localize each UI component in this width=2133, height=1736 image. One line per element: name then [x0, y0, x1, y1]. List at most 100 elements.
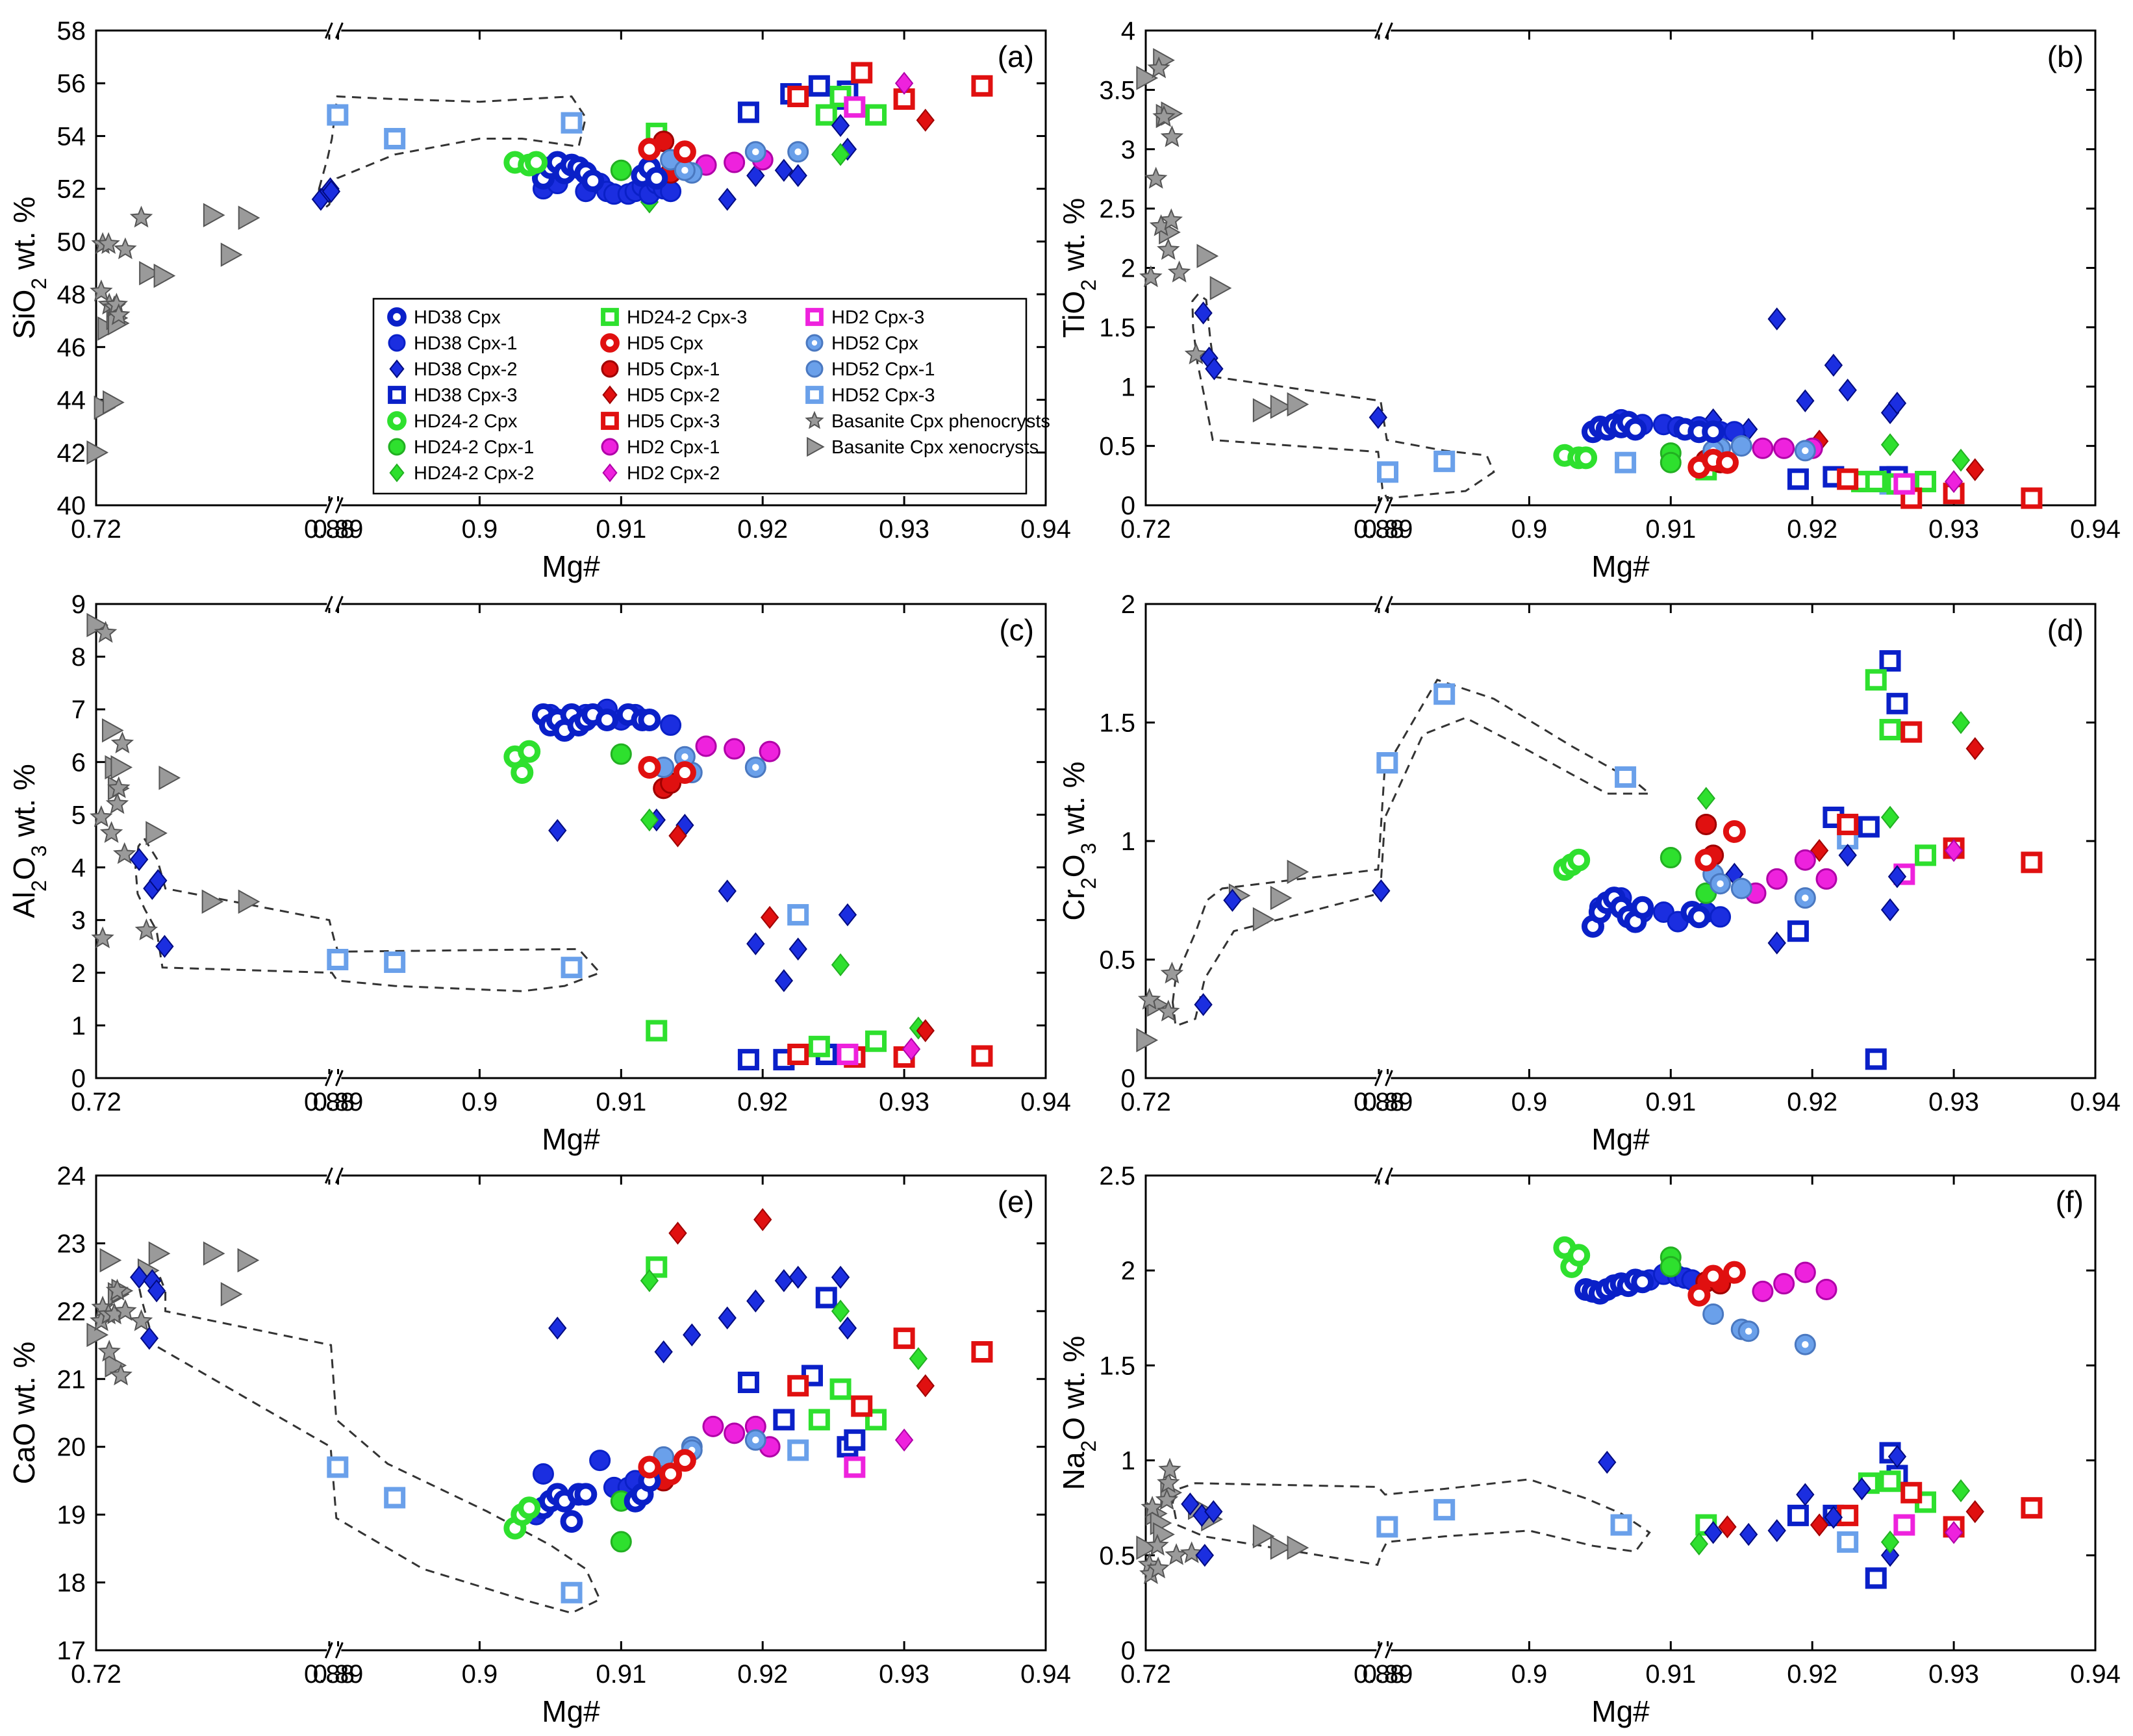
point-hd24-cpx3 — [808, 1409, 830, 1431]
point-hd2-cpx3 — [837, 1044, 859, 1065]
legend-marker-hd52-cpx-center — [811, 340, 818, 346]
y-tick-label: 1.5 — [1099, 314, 1135, 342]
point-hd5-cpx3 — [1900, 721, 1923, 743]
legend: HD38 Cpx HD38 Cpx-1 HD38 Cpx-2 HD38 Cpx-3 HD… — [372, 297, 1050, 495]
x-tick-label: 0.88 — [304, 515, 355, 544]
y-axis-title: Al2O3 wt. % — [7, 764, 51, 918]
point-hd2-cpx1 — [1773, 437, 1795, 459]
y-tick-label: 5 — [71, 801, 86, 829]
y-axis-title: Cr2O3 wt. % — [1057, 761, 1100, 920]
point-bas-phen — [107, 303, 131, 325]
point-bas-xeno — [237, 1248, 260, 1273]
point-hd24-cpx2 — [640, 808, 659, 832]
point-hd52-cpx3 — [1837, 1531, 1859, 1553]
point-hd52-cpx3 — [561, 1581, 583, 1604]
xenocryst-field-envelope — [1171, 678, 1652, 1027]
point-hd38-cpx — [574, 1483, 598, 1506]
point-hd52-cpx1 — [1730, 877, 1752, 899]
point-hd38-cpx2 — [1767, 307, 1786, 331]
point-hd38-cpx2 — [789, 937, 807, 961]
point-hd2-cpx1 — [1815, 1278, 1837, 1300]
point-hd52-cpx3 — [384, 1487, 406, 1509]
point-hd38-cpx3 — [1865, 1048, 1887, 1070]
point-hd52-cpx-center — [681, 753, 688, 761]
point-hd2-cpx1 — [724, 1422, 746, 1444]
point-bas-xeno — [86, 1322, 109, 1348]
legend-label: HD38 Cpx — [414, 307, 501, 328]
legend-marker-hd38-cpx1 — [388, 334, 406, 352]
point-bas-phen — [109, 1363, 133, 1386]
point-hd38-cpx2 — [718, 879, 737, 903]
point-hd24-cpx1 — [610, 159, 632, 181]
legend-marker-hd5-cpx2 — [602, 385, 618, 405]
y-tick-label: 56 — [57, 69, 86, 98]
y-tick-label: 0.5 — [1099, 946, 1135, 975]
point-hd38-cpx2 — [1796, 389, 1815, 412]
legend-label: HD24-2 Cpx-3 — [627, 307, 747, 328]
y-tick-label: 23 — [57, 1229, 86, 1258]
point-bas-xeno — [1136, 66, 1159, 90]
legend-label: HD5 Cpx-2 — [627, 385, 720, 406]
point-hd24-cpx1 — [1660, 451, 1682, 473]
point-hd38-cpx3 — [737, 1372, 759, 1394]
x-tick-label: 0.92 — [737, 1088, 788, 1116]
point-hd52-cpx3 — [1610, 1514, 1632, 1536]
axis-break-mark — [1385, 497, 1393, 514]
axis-break-mark — [1374, 497, 1383, 514]
point-hd52-cpx-center — [1802, 447, 1809, 455]
point-bas-xeno — [203, 1241, 225, 1266]
legend-marker-hd5-cpx — [600, 333, 620, 353]
point-hd38-cpx1 — [589, 1450, 611, 1472]
point-bas-xeno — [1287, 392, 1309, 417]
point-bas-xeno — [1270, 885, 1293, 911]
point-hd2-cpx2 — [894, 71, 914, 95]
point-hd38-cpx3 — [1886, 692, 1908, 714]
point-hd24-cpx1 — [610, 743, 632, 765]
point-hd24-cpx1 — [610, 1531, 632, 1553]
panel-label: (b) — [2047, 40, 2084, 73]
y-tick-label: 2 — [1121, 255, 1135, 283]
point-hd38-cpx2 — [1767, 931, 1786, 955]
point-hd2-cpx1 — [702, 1415, 724, 1437]
x-tick-label: 0.89 — [1363, 1660, 1413, 1689]
point-bas-phen — [1167, 260, 1191, 283]
point-bas-phen — [1180, 1541, 1204, 1563]
point-hd38-cpx2 — [831, 1265, 850, 1289]
point-hd24-cpx2 — [1951, 1479, 1971, 1503]
y-tick-label: 6 — [71, 748, 86, 777]
legend-label: HD2 Cpx-3 — [831, 307, 924, 328]
point-hd5-cpx3 — [971, 1045, 993, 1067]
point-bas-phen — [107, 776, 131, 798]
y-tick-label: 21 — [57, 1365, 86, 1394]
x-tick-label: 0.88 — [1354, 515, 1404, 544]
y-tick-label: 0 — [1121, 492, 1135, 520]
point-bas-phen — [1160, 961, 1184, 984]
axis-break-mark — [1385, 596, 1393, 612]
point-hd5-cpx3 — [851, 62, 873, 84]
y-tick-label: 44 — [57, 386, 86, 415]
panel-label: (f) — [2056, 1185, 2084, 1218]
point-hd52-cpx-center — [681, 166, 688, 174]
point-hd38-cpx2 — [1887, 392, 1907, 415]
y-tick-label: 0 — [71, 1064, 86, 1093]
point-bas-xeno — [1287, 1535, 1309, 1560]
point-bas-xeno — [1270, 1535, 1293, 1560]
x-tick-label: 0.94 — [2070, 1088, 2121, 1116]
axis-break-mark — [1385, 1070, 1393, 1087]
legend-label: HD38 Cpx-3 — [414, 385, 518, 406]
axis-break-mark — [1374, 22, 1383, 39]
point-hd38-cpx — [1624, 418, 1647, 441]
x-axis-title: Mg# — [1591, 1694, 1650, 1728]
point-hd5-cpx2 — [1810, 838, 1829, 862]
y-tick-label: 9 — [71, 590, 86, 619]
axis-break-mark — [335, 596, 344, 612]
x-tick-label: 0.93 — [879, 1660, 929, 1689]
y-tick-label: 0.5 — [1099, 433, 1135, 461]
point-hd38-cpx2 — [130, 1265, 149, 1289]
point-hd38-cpx2 — [322, 180, 341, 203]
point-hd2-cpx2 — [894, 1428, 914, 1452]
panel-label: (c) — [999, 613, 1034, 647]
point-bas-xeno — [1287, 859, 1309, 885]
point-hd38-cpx1 — [532, 1463, 554, 1485]
point-bas-xeno — [1209, 275, 1232, 301]
